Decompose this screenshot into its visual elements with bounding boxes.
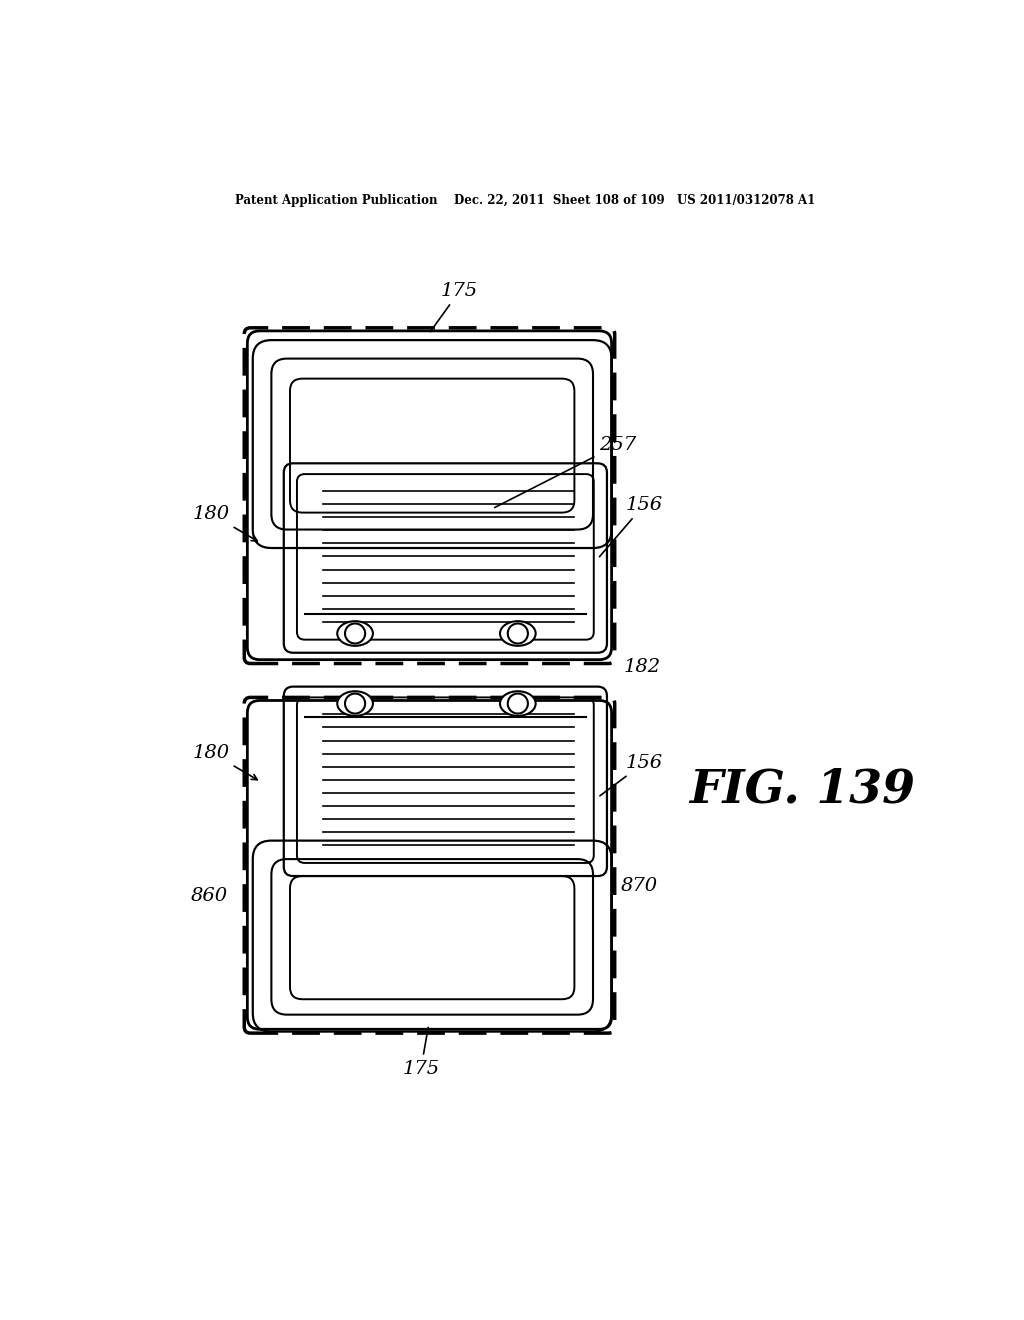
Text: 175: 175 (402, 1027, 439, 1077)
Text: 182: 182 (624, 657, 662, 676)
Circle shape (345, 623, 366, 644)
Text: FIG. 139: FIG. 139 (689, 767, 915, 813)
Ellipse shape (337, 622, 373, 645)
Ellipse shape (500, 622, 536, 645)
Text: 860: 860 (190, 887, 228, 906)
Ellipse shape (337, 692, 373, 715)
Text: 870: 870 (621, 876, 658, 895)
Ellipse shape (500, 692, 536, 715)
Text: 180: 180 (194, 506, 257, 541)
Text: 156: 156 (600, 754, 663, 796)
Text: 175: 175 (430, 282, 478, 331)
Circle shape (508, 693, 528, 714)
Circle shape (508, 623, 528, 644)
Text: 156: 156 (599, 496, 663, 557)
Text: 257: 257 (495, 436, 636, 507)
Text: 180: 180 (194, 744, 257, 780)
Text: Patent Application Publication    Dec. 22, 2011  Sheet 108 of 109   US 2011/0312: Patent Application Publication Dec. 22, … (234, 194, 815, 207)
Circle shape (345, 693, 366, 714)
